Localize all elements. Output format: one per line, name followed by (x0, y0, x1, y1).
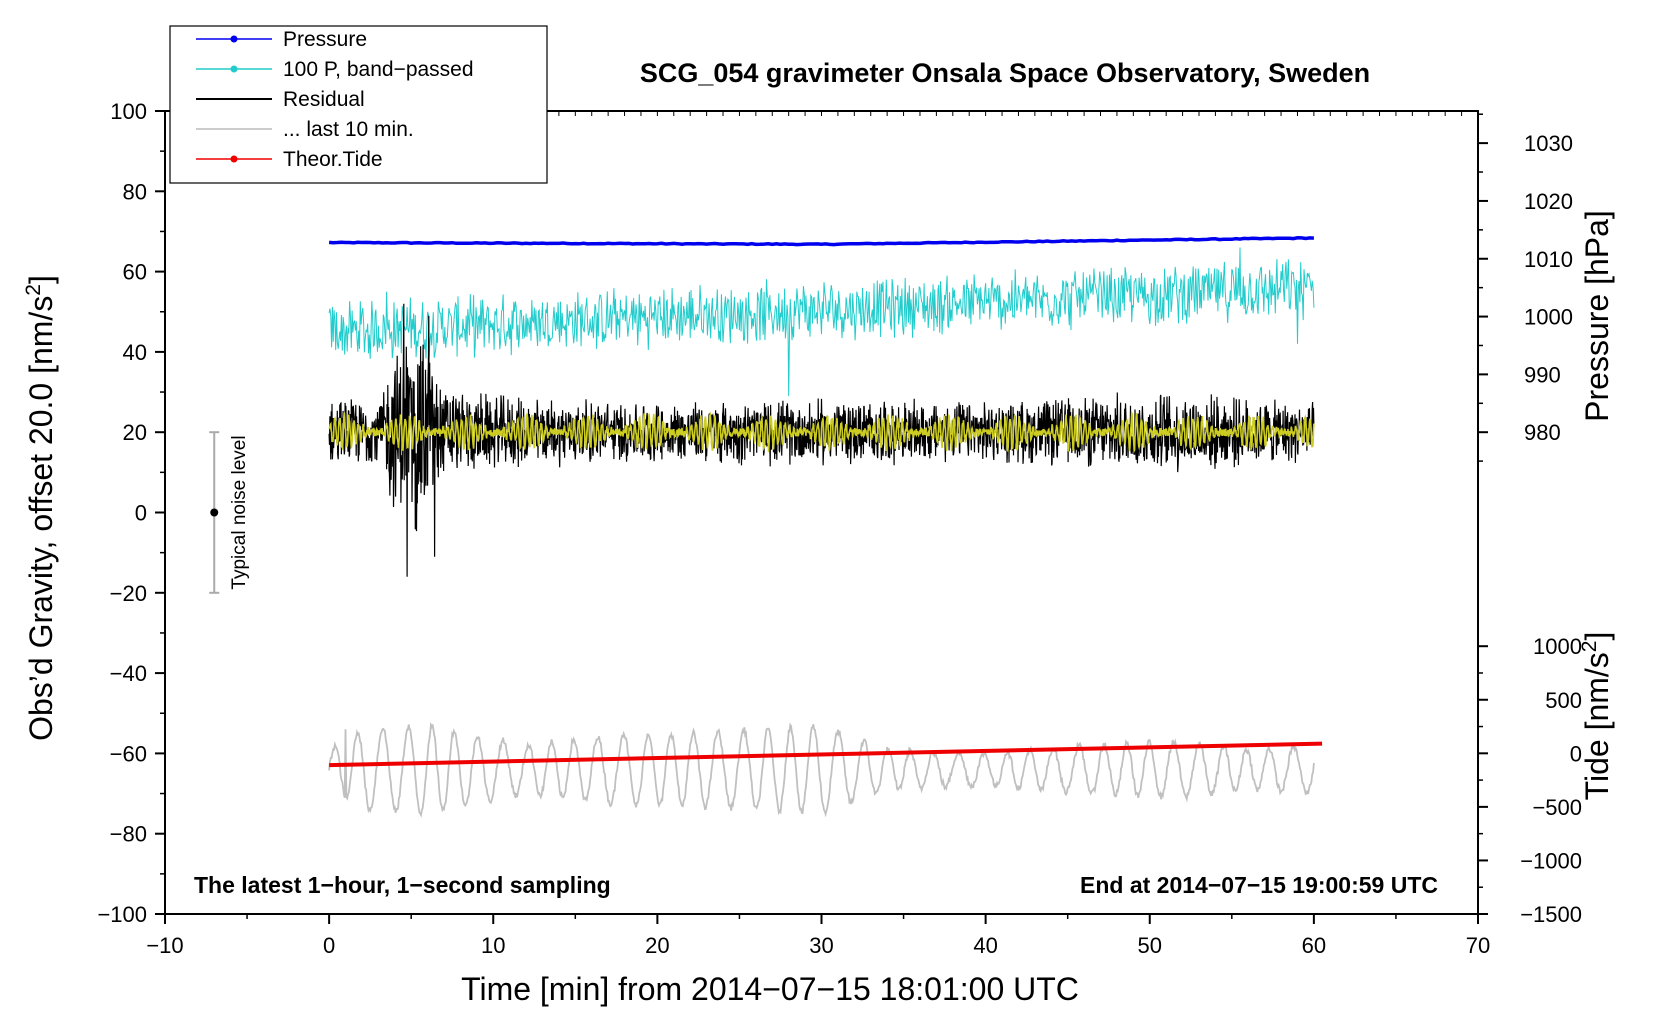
x-axis-title: Time [min] from 2014−07−15 18:01:00 UTC (461, 971, 1079, 1007)
tide-tick-label: 500 (1545, 688, 1582, 713)
pressure-tick-label: 1030 (1524, 131, 1573, 156)
y-tick-label: −40 (110, 661, 147, 686)
legend-swatch-marker (230, 35, 238, 43)
x-tick-label: 50 (1138, 933, 1162, 958)
y-tick-label: −20 (110, 581, 147, 606)
pressure-tick-label: 1000 (1524, 305, 1573, 330)
y-axis-title-tide: Tide [nm/s2] (1578, 632, 1615, 801)
tide-tick-label: −500 (1532, 795, 1582, 820)
series-gray-trace (328, 721, 1315, 818)
x-tick-label: 70 (1466, 933, 1490, 958)
x-tick-label: 40 (973, 933, 997, 958)
legend-label: 100 P, band−passed (283, 58, 474, 81)
legend-swatch-marker (230, 65, 238, 73)
footer-right: End at 2014−07−15 19:00:59 UTC (1080, 872, 1438, 898)
pressure-tick-label: 990 (1524, 362, 1561, 387)
chart-title: SCG_054 gravimeter Onsala Space Observat… (640, 58, 1370, 88)
series-bandpass-pressure (328, 247, 1315, 397)
pressure-tick-label: 1010 (1524, 247, 1573, 272)
y-tick-label: 60 (123, 260, 147, 285)
y-tick-label: −60 (110, 741, 147, 766)
x-tick-label: 0 (323, 933, 335, 958)
footer-left: The latest 1−hour, 1−second sampling (194, 872, 611, 898)
y-tick-label: −100 (97, 902, 147, 927)
pressure-tick-label: 980 (1524, 420, 1561, 445)
x-tick-label: 60 (1302, 933, 1326, 958)
tide-tick-label: −1000 (1520, 848, 1582, 873)
y-axis-title-pressure: Pressure [hPa] (1579, 210, 1615, 422)
x-tick-label: 30 (809, 933, 833, 958)
legend-swatch-marker (230, 155, 238, 163)
legend-label: Theor.Tide (283, 148, 383, 171)
legend: Pressure 100 P, band−passed Residual ... la… (169, 25, 548, 184)
y-tick-label: 0 (135, 501, 147, 526)
y-tick-label: 100 (110, 99, 147, 124)
pressure-tick-label: 1020 (1524, 189, 1573, 214)
x-tick-label: 20 (645, 933, 669, 958)
y-tick-label: 40 (123, 340, 147, 365)
legend-label: Residual (283, 88, 365, 111)
tide-tick-label: 1000 (1533, 634, 1582, 659)
series-layer (328, 236, 1323, 818)
y-tick-label: 20 (123, 420, 147, 445)
series-theor-tide (329, 741, 1323, 768)
tide-tick-label: 0 (1570, 741, 1582, 766)
y-tick-label: −80 (110, 822, 147, 847)
noise-level-indicator: Typical noise level (209, 431, 250, 594)
y-tick-label: 80 (123, 179, 147, 204)
axes-ticks: −10 0 10 20 30 40 50 60 70−100−80−60−40−20020406… (97, 99, 1582, 958)
x-tick-label: 10 (481, 933, 505, 958)
noise-center-dot (210, 508, 219, 517)
legend-label: Pressure (283, 28, 367, 51)
y-axis-title-left: Obs’d Gravity, offset 20.0 [nm/s2] (22, 275, 59, 741)
noise-label: Typical noise level (229, 435, 250, 589)
series-residual (328, 303, 1315, 577)
series-last-10-min (328, 411, 1315, 454)
series-pressure (328, 236, 1314, 247)
x-tick-label: −10 (146, 933, 183, 958)
tide-tick-label: −1500 (1520, 902, 1582, 927)
legend-label: ... last 10 min. (283, 118, 414, 141)
